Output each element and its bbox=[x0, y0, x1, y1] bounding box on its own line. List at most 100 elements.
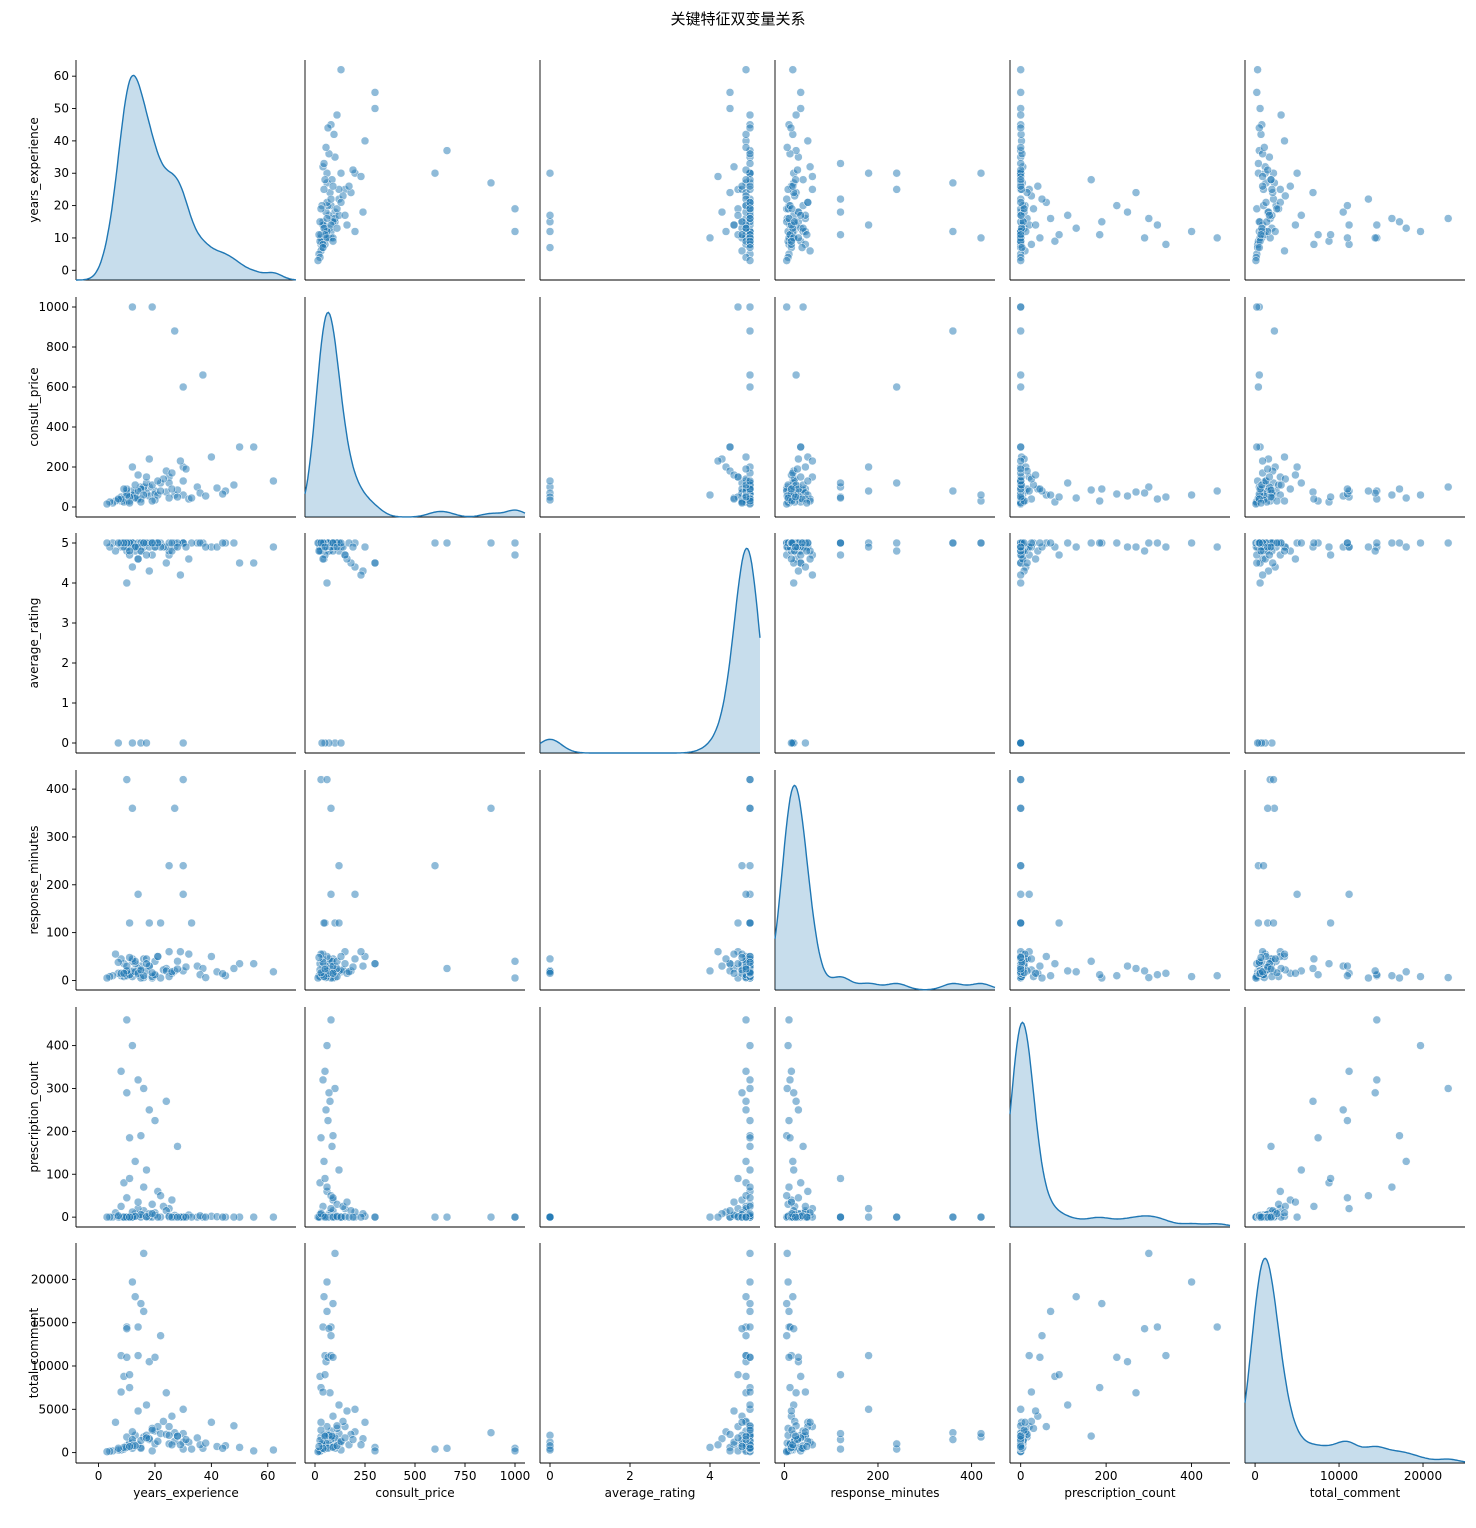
scatter-point bbox=[1161, 969, 1171, 978]
scatter-point bbox=[1309, 240, 1319, 249]
scatter-point bbox=[836, 1212, 845, 1222]
scatter-point bbox=[836, 550, 845, 560]
scatter-point bbox=[142, 472, 151, 482]
scatter-point bbox=[1063, 478, 1072, 488]
scatter-point bbox=[745, 159, 755, 168]
scatter-point bbox=[201, 542, 210, 552]
scatter-point bbox=[1255, 370, 1264, 380]
scatter-point bbox=[344, 181, 354, 191]
scatter-point bbox=[745, 1075, 755, 1085]
scatter-point bbox=[1123, 961, 1132, 971]
scatter-point bbox=[1112, 489, 1122, 499]
scatter-point bbox=[737, 1442, 747, 1451]
scatter-point bbox=[150, 1353, 160, 1362]
scatter-point bbox=[370, 959, 380, 968]
scatter-point bbox=[167, 1411, 177, 1421]
scatter-point bbox=[788, 65, 798, 74]
scatter-point bbox=[1144, 538, 1154, 548]
kde-line-average_rating bbox=[539, 547, 761, 754]
scatter-point bbox=[1270, 227, 1280, 236]
y-tick-label: 0 bbox=[61, 1210, 69, 1224]
scatter-point bbox=[1308, 964, 1318, 973]
scatter-point bbox=[892, 382, 901, 392]
scatter-point bbox=[430, 861, 440, 870]
scatter-point bbox=[320, 1431, 330, 1441]
scatter-point bbox=[745, 204, 755, 214]
y-tick-label: 10000 bbox=[31, 1359, 69, 1373]
scatter-point bbox=[128, 738, 137, 748]
scatter-point bbox=[1416, 490, 1425, 500]
y-tick-label: 0 bbox=[61, 736, 69, 750]
scatter-point bbox=[1313, 1133, 1323, 1143]
scatter-point bbox=[326, 1331, 336, 1340]
scatter-point bbox=[1364, 542, 1373, 552]
scatter-point bbox=[717, 207, 727, 217]
scatter-point bbox=[338, 1417, 348, 1426]
scatter-point bbox=[122, 1193, 132, 1203]
scatter-point bbox=[442, 964, 452, 973]
panel-average_rating-vs-prescription_count bbox=[1009, 533, 1230, 754]
scatter-point bbox=[1259, 861, 1268, 870]
scatter-point bbox=[1016, 1431, 1025, 1441]
panel-total_comment-vs-years_experience: 0 5000 10000 15000 20000 total_comment 0 20 40 60… bbox=[27, 1243, 296, 1500]
scatter-point bbox=[745, 1165, 755, 1175]
scatter-point bbox=[322, 1307, 332, 1316]
scatter-point bbox=[147, 1200, 157, 1209]
scatter-point bbox=[350, 1405, 360, 1414]
scatter-point bbox=[510, 1446, 520, 1456]
scatter-point bbox=[1291, 1197, 1300, 1207]
scatter-point bbox=[805, 246, 815, 256]
scatter-point bbox=[348, 1212, 358, 1222]
x-tick-label: 40 bbox=[204, 1469, 219, 1483]
panel-consult_price-vs-consult_price bbox=[304, 297, 526, 518]
scatter-point bbox=[187, 1444, 196, 1454]
scatter-point bbox=[102, 973, 112, 983]
scatter-point bbox=[745, 1133, 755, 1143]
scatter-point bbox=[218, 538, 227, 548]
scatter-point bbox=[442, 538, 452, 548]
y-axis-label: total_comment bbox=[27, 1307, 41, 1398]
panel-total_comment-vs-prescription_count: 0 200 400 prescription_count bbox=[1009, 1243, 1230, 1500]
scatter-point bbox=[1016, 88, 1025, 97]
scatter-point bbox=[229, 480, 239, 490]
scatter-point bbox=[725, 104, 735, 113]
scatter-point bbox=[176, 1440, 185, 1450]
scatter-point bbox=[741, 1067, 751, 1076]
scatter-point bbox=[142, 1433, 151, 1443]
scatter-point bbox=[332, 1421, 342, 1431]
scatter-point bbox=[796, 211, 805, 220]
scatter-point bbox=[1401, 223, 1411, 233]
scatter-point bbox=[322, 1277, 332, 1287]
scatter-point bbox=[249, 959, 258, 968]
scatter-point bbox=[1272, 496, 1282, 506]
scatter-point bbox=[892, 1212, 901, 1222]
scatter-point bbox=[1291, 554, 1300, 564]
scatter-point bbox=[1097, 484, 1107, 494]
scatter-point bbox=[1343, 538, 1352, 548]
scatter-point bbox=[1086, 485, 1096, 495]
scatter-point bbox=[785, 1075, 795, 1085]
scatter-point bbox=[145, 1357, 154, 1366]
scatter-point bbox=[741, 1015, 751, 1025]
scatter-point bbox=[181, 962, 191, 972]
scatter-point bbox=[1016, 302, 1025, 312]
scatter-point bbox=[1280, 949, 1289, 959]
scatter-point bbox=[201, 491, 210, 501]
scatter-point bbox=[741, 1431, 751, 1441]
panel-years_experience-vs-consult_price bbox=[304, 60, 525, 281]
scatter-point bbox=[1266, 542, 1276, 552]
scatter-point bbox=[350, 954, 360, 964]
scatter-point bbox=[181, 1435, 191, 1444]
scatter-point bbox=[139, 1307, 148, 1316]
scatter-point bbox=[322, 578, 332, 588]
scatter-point bbox=[1343, 233, 1352, 243]
scatter-point bbox=[114, 538, 123, 548]
scatter-point bbox=[864, 1204, 873, 1213]
scatter-point bbox=[798, 302, 808, 312]
scatter-point bbox=[1258, 181, 1267, 191]
pairplot-grid: 0102030405060years_experience02004006008… bbox=[27, 60, 1466, 1500]
scatter-point bbox=[116, 1202, 126, 1211]
scatter-point bbox=[1187, 538, 1196, 548]
scatter-point bbox=[430, 168, 440, 178]
panel-average_rating-vs-years_experience: 0 1 2 3 4 5 average_rating bbox=[27, 533, 296, 754]
